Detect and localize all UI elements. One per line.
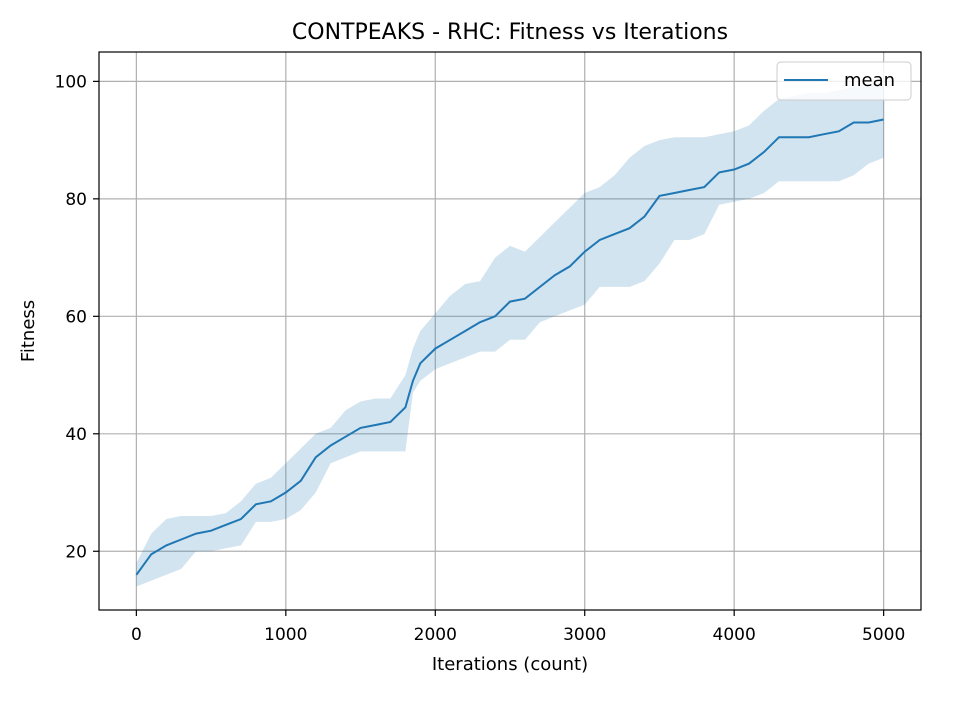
y-tick-label: 20 — [65, 542, 87, 562]
legend: mean — [776, 61, 912, 101]
x-tick-label: 1000 — [264, 625, 307, 645]
y-tick-label: 40 — [65, 425, 87, 445]
legend-entry-mean: mean — [844, 70, 895, 91]
x-tick-label: 4000 — [713, 625, 756, 645]
x-tick-label: 0 — [131, 625, 142, 645]
x-tick-label: 5000 — [862, 625, 905, 645]
plot-frame — [98, 51, 922, 611]
chart-title: CONTPEAKS - RHC: Fitness vs Iterations — [292, 20, 728, 45]
x-tick-label: 3000 — [563, 625, 606, 645]
y-tick-label: 100 — [55, 72, 87, 92]
y-tick-label: 60 — [65, 307, 87, 327]
y-axis-label: Fitness — [18, 300, 39, 362]
y-tick-label: 80 — [65, 190, 87, 210]
x-axis-label: Iterations (count) — [432, 654, 588, 675]
legend-box — [776, 61, 912, 101]
x-tick-label: 2000 — [414, 625, 457, 645]
axis-ticks: 0 1000 2000 3000 4000 5000 20 40 60 80 100 — [55, 72, 906, 645]
std-band — [136, 81, 884, 587]
mean-series-line — [135, 118, 884, 576]
